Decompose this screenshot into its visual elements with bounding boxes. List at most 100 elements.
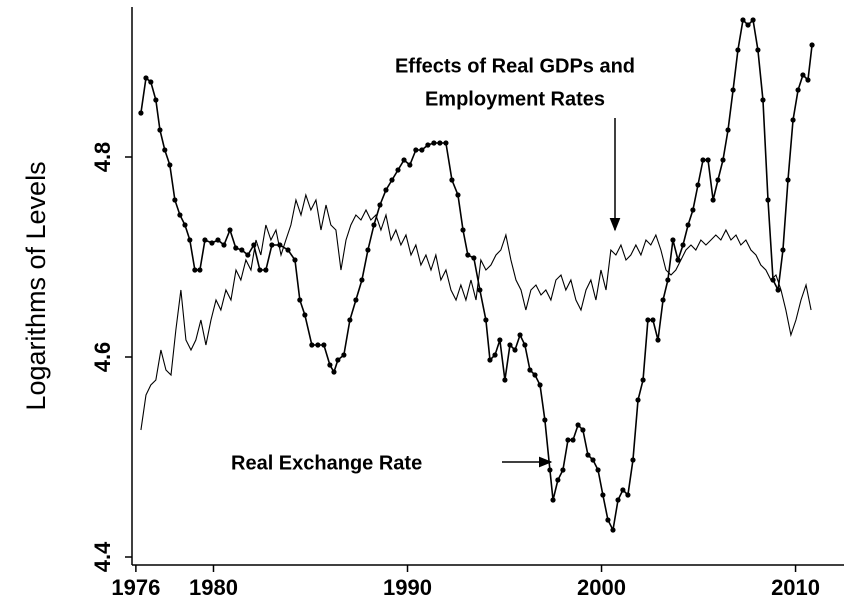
data-point	[595, 467, 601, 473]
data-point	[502, 377, 508, 383]
data-point	[449, 177, 455, 183]
data-point	[809, 42, 815, 48]
data-point	[233, 245, 239, 251]
data-point	[167, 162, 173, 168]
data-point	[735, 47, 741, 53]
data-point	[542, 417, 548, 423]
data-point	[138, 110, 144, 116]
data-point	[700, 157, 706, 163]
data-point	[755, 47, 761, 53]
data-point	[353, 297, 359, 303]
data-point	[680, 242, 686, 248]
data-point	[537, 382, 543, 388]
data-point	[460, 227, 466, 233]
data-point	[665, 277, 671, 283]
data-point	[209, 240, 215, 246]
data-point	[590, 457, 596, 463]
data-point	[615, 497, 621, 503]
data-point	[148, 79, 154, 85]
data-point	[487, 357, 493, 363]
y-axis-label: Logarithms of Levels	[21, 161, 51, 410]
data-point	[635, 397, 641, 403]
data-point	[805, 77, 811, 83]
data-point	[497, 337, 503, 343]
data-point	[341, 352, 347, 358]
x-tick-label: 2010	[771, 575, 820, 600]
data-point	[580, 427, 586, 433]
x-tick-label: 1980	[189, 575, 238, 600]
data-point	[425, 142, 431, 148]
data-point	[365, 247, 371, 253]
x-tick-label: 1990	[383, 575, 432, 600]
data-point	[315, 342, 321, 348]
data-point	[780, 247, 786, 253]
data-point	[620, 487, 626, 493]
data-point	[285, 247, 291, 253]
annotation: Employment Rates	[425, 88, 605, 110]
data-point	[507, 342, 513, 348]
data-point	[297, 297, 303, 303]
data-point	[197, 267, 203, 273]
data-point	[532, 372, 538, 378]
data-point	[221, 242, 227, 248]
data-point	[565, 437, 571, 443]
data-point	[157, 127, 163, 133]
data-point	[550, 497, 556, 503]
data-point	[575, 422, 581, 428]
data-point	[675, 257, 681, 263]
data-point	[359, 277, 365, 283]
data-point	[257, 267, 263, 273]
data-point	[655, 337, 661, 343]
data-point	[269, 242, 275, 248]
data-point	[177, 212, 183, 218]
data-point	[750, 17, 756, 23]
data-point	[710, 197, 716, 203]
data-point	[347, 317, 353, 323]
data-point	[640, 377, 646, 383]
data-point	[645, 317, 651, 323]
data-point	[715, 177, 721, 183]
data-point	[610, 527, 616, 533]
data-point	[800, 72, 806, 78]
annotation: Effects of Real GDPs and	[395, 55, 635, 77]
data-point	[389, 177, 395, 183]
data-point	[172, 197, 178, 203]
data-point	[695, 182, 701, 188]
data-point	[202, 237, 208, 243]
data-point	[331, 369, 337, 375]
data-point	[517, 332, 523, 338]
data-point	[215, 237, 221, 243]
data-point	[512, 347, 518, 353]
data-point	[143, 75, 149, 81]
data-point	[600, 492, 606, 498]
x-tick-label: 1976	[111, 575, 160, 600]
data-point	[650, 317, 656, 323]
data-point	[227, 227, 233, 233]
data-point	[187, 237, 193, 243]
data-point	[560, 467, 566, 473]
data-point	[765, 197, 771, 203]
data-point	[660, 297, 666, 303]
data-point	[321, 342, 327, 348]
data-point	[785, 177, 791, 183]
data-point	[182, 222, 188, 228]
annotation: Real Exchange Rate	[231, 452, 422, 474]
data-point	[455, 192, 461, 198]
data-point	[371, 222, 377, 228]
data-point	[685, 222, 691, 228]
data-point	[401, 157, 407, 163]
data-point	[413, 147, 419, 153]
data-point	[720, 157, 726, 163]
data-point	[492, 352, 498, 358]
data-point	[760, 97, 766, 103]
series-line	[140, 193, 812, 431]
data-point	[292, 257, 298, 263]
data-point	[309, 342, 315, 348]
data-point	[162, 147, 168, 153]
data-point	[745, 22, 751, 28]
data-point	[335, 357, 341, 363]
data-point	[437, 140, 443, 146]
data-point	[585, 452, 591, 458]
data-point	[527, 367, 533, 373]
